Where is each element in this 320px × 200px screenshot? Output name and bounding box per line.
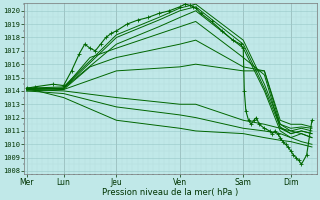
X-axis label: Pression niveau de la mer( hPa ): Pression niveau de la mer( hPa ) [102, 188, 239, 197]
